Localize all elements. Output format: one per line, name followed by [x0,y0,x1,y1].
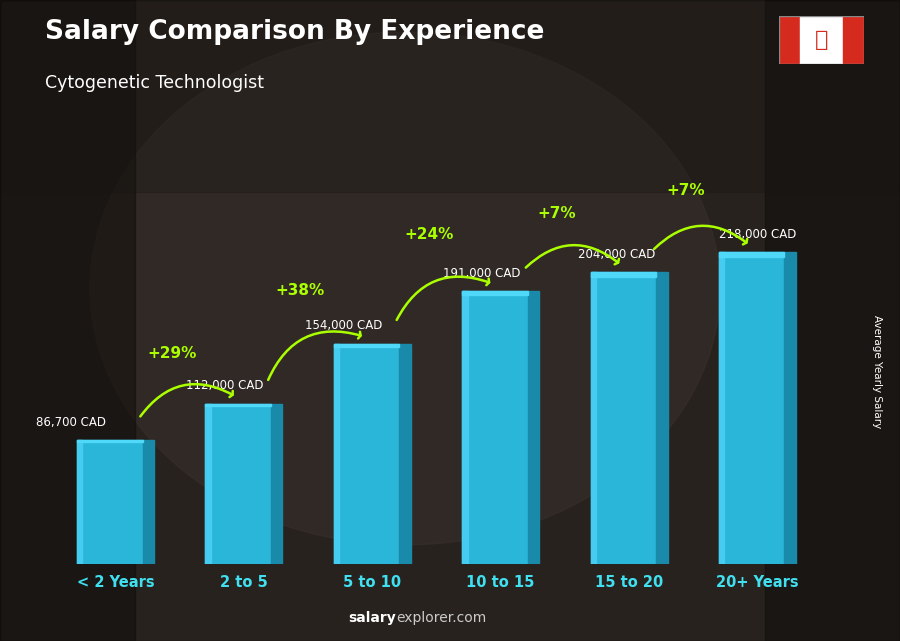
Text: 🍁: 🍁 [814,30,828,50]
Bar [590,272,656,564]
Bar [77,440,83,564]
Bar [205,404,271,564]
Text: +7%: +7% [538,206,577,221]
Bar [800,16,842,64]
Text: +7%: +7% [666,183,705,198]
Bar [77,440,142,442]
Text: 204,000 CAD: 204,000 CAD [578,248,655,261]
Text: 86,700 CAD: 86,700 CAD [36,415,105,429]
Bar [400,344,410,564]
Bar [271,404,283,564]
Bar [785,253,796,564]
Bar [205,404,211,564]
Text: Cytogenetic Technologist: Cytogenetic Technologist [45,74,264,92]
Bar [463,291,527,564]
Bar [142,440,154,564]
Bar [463,291,468,564]
Bar [0,0,135,641]
Bar [765,0,900,641]
Bar [527,291,539,564]
Bar [205,404,271,406]
Bar [0,0,900,192]
Bar [334,344,400,564]
Bar [334,344,400,347]
Ellipse shape [90,32,720,545]
Bar [656,272,668,564]
Bar [842,16,864,64]
Text: +24%: +24% [404,228,454,242]
Text: Average Yearly Salary: Average Yearly Salary [872,315,883,428]
Text: salary: salary [348,611,396,625]
Bar [590,272,596,564]
Text: +38%: +38% [275,283,325,298]
Bar [77,440,142,564]
Bar [590,272,656,277]
Text: +29%: +29% [148,346,197,361]
Bar [719,253,785,257]
Text: 112,000 CAD: 112,000 CAD [186,379,264,392]
Text: 191,000 CAD: 191,000 CAD [443,267,520,279]
Text: 218,000 CAD: 218,000 CAD [719,228,796,241]
Text: explorer.com: explorer.com [396,611,486,625]
Bar [719,253,724,564]
Bar [778,16,800,64]
Text: 154,000 CAD: 154,000 CAD [305,319,382,333]
Bar [334,344,339,564]
Text: Salary Comparison By Experience: Salary Comparison By Experience [45,19,544,46]
Bar [463,291,527,295]
Bar [719,253,785,564]
